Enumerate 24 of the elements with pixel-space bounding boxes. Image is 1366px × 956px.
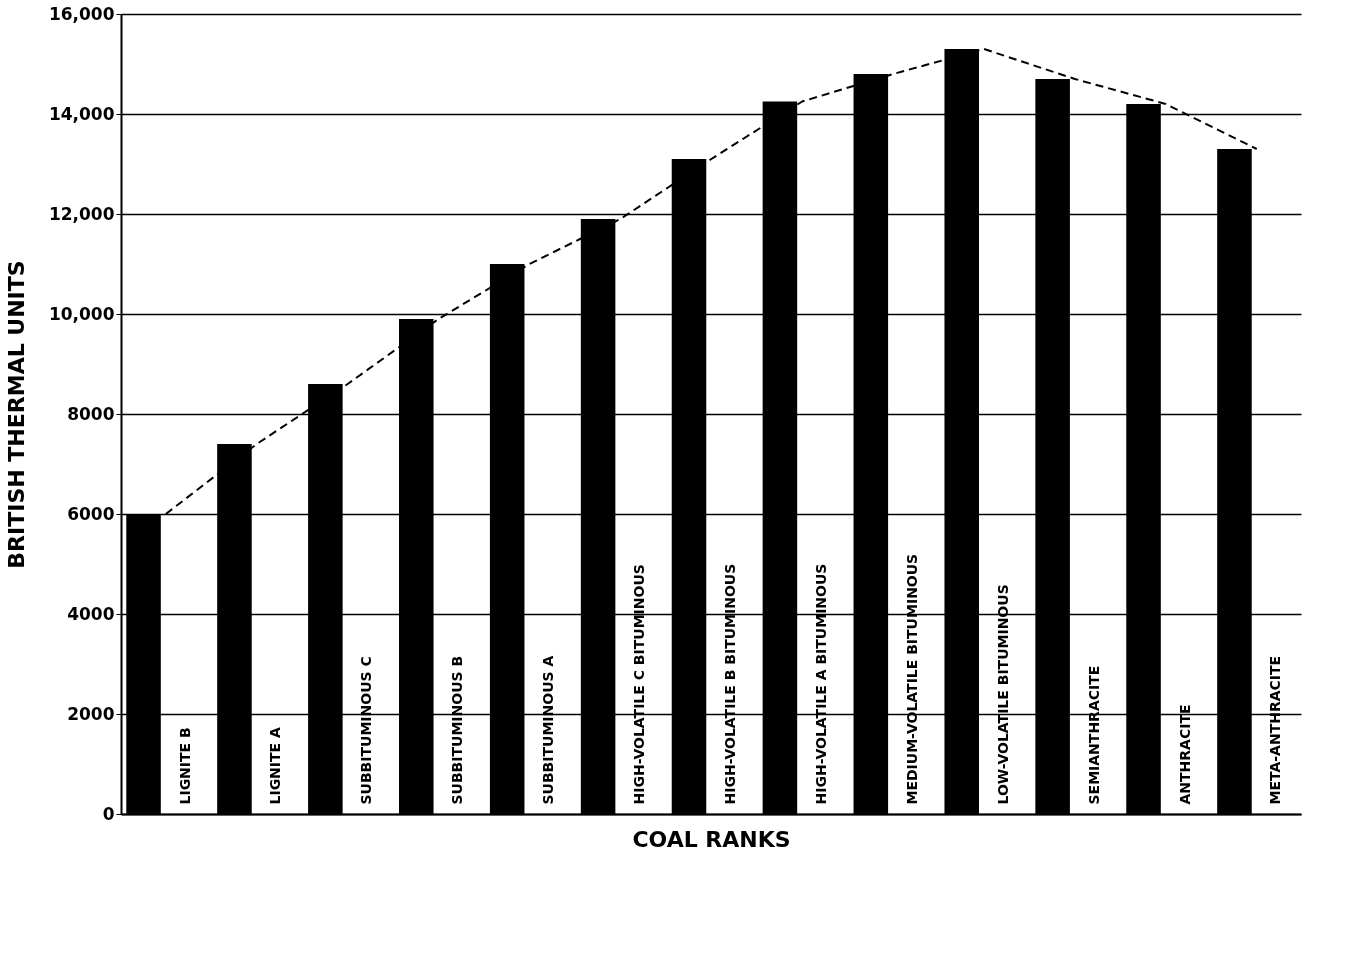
- y-tick-label: 10,000: [48, 303, 115, 324]
- y-tick-label: 2000: [67, 703, 115, 724]
- x-tick-label: SEMIANTHRACITE: [1085, 665, 1102, 805]
- x-tick-label: SUBBITUMINOUS A: [540, 655, 557, 805]
- x-tick-label: LIGNITE A: [267, 726, 284, 805]
- y-axis-title: BRITISH THERMAL UNITS: [3, 260, 29, 569]
- y-tick-label: 4000: [67, 603, 115, 624]
- y-tick-label: 8000: [67, 403, 115, 424]
- x-tick-label: MEDIUM-VOLATILE BITUMINOUS: [903, 553, 920, 805]
- x-axis-title: COAL RANKS: [632, 826, 791, 852]
- y-tick-label: 16,000: [48, 3, 115, 24]
- x-tick-label: ANTHRACITE: [1176, 704, 1193, 805]
- x-tick-label: META-ANTHRACITE: [1267, 655, 1284, 805]
- x-tick-label: LOW-VOLATILE BITUMINOUS: [994, 584, 1011, 805]
- x-tick-label: LIGNITE B: [176, 727, 193, 805]
- y-tick-label: 12,000: [48, 203, 115, 224]
- x-tick-label: HIGH-VOLATILE B BITUMINOUS: [722, 563, 738, 805]
- x-tick-label: HIGH-VOLATILE C BITUMINOUS: [631, 564, 648, 805]
- y-tick-label: 0: [102, 803, 115, 824]
- x-tick-label: SUBBITUMINOUS C: [358, 656, 375, 805]
- y-tick-label: 14,000: [48, 103, 115, 124]
- x-tick-label: SUBBITUMINOUS B: [449, 655, 466, 805]
- y-tick-label: 6000: [67, 503, 115, 524]
- x-tick-label: HIGH-VOLATILE A BITUMINOUS: [812, 563, 829, 805]
